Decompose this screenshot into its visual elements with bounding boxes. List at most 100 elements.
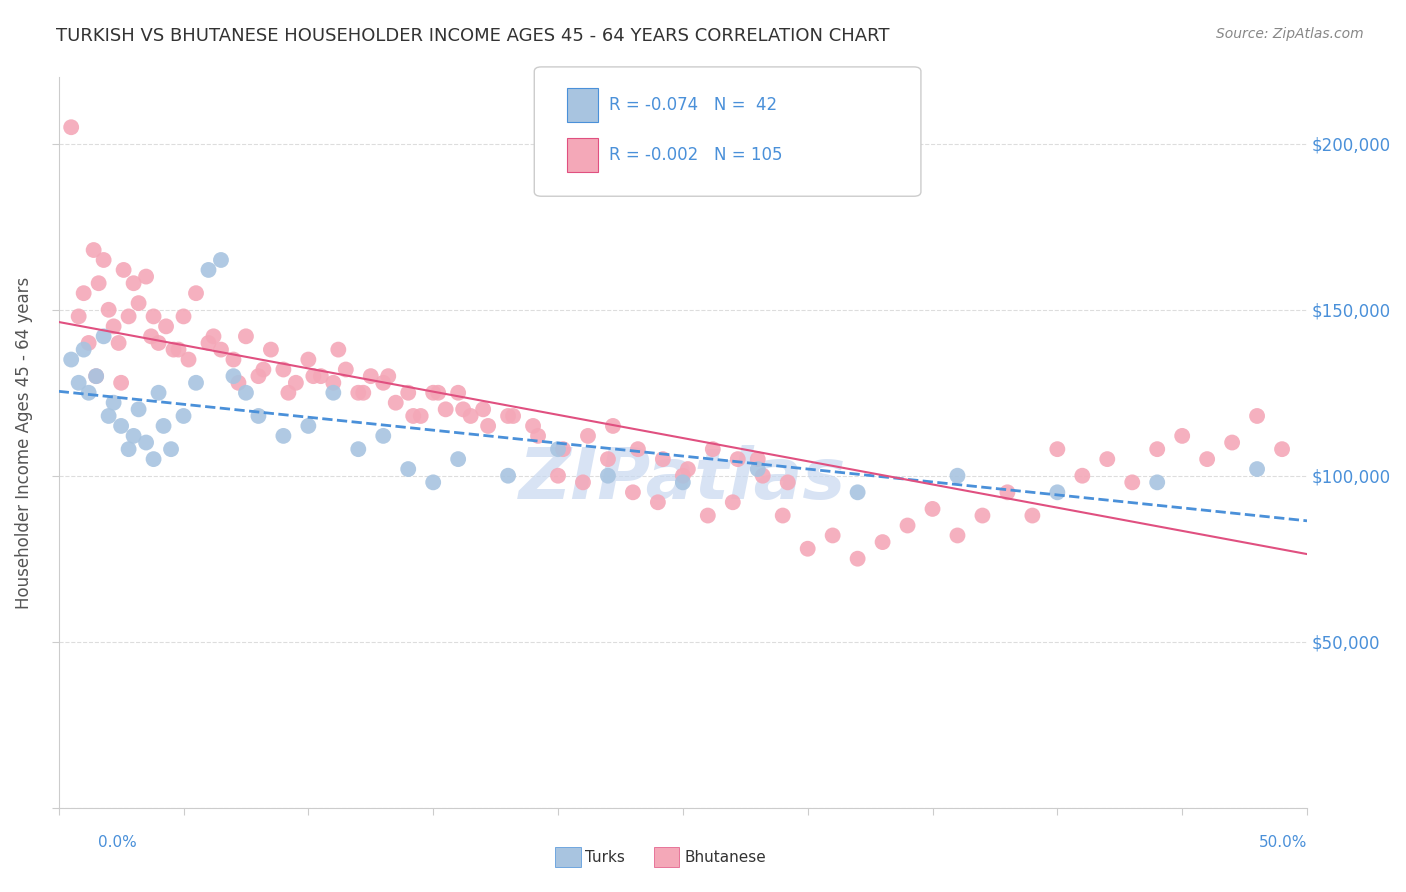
- Point: [247, 409, 270, 423]
- Point: [103, 395, 125, 409]
- Text: R = -0.002   N = 105: R = -0.002 N = 105: [609, 146, 782, 164]
- Point: [222, 352, 245, 367]
- Point: [167, 343, 190, 357]
- Point: [67, 376, 90, 390]
- Point: [173, 409, 195, 423]
- Text: R = -0.074   N =  42: R = -0.074 N = 42: [609, 96, 778, 114]
- Point: [946, 528, 969, 542]
- Point: [128, 296, 150, 310]
- Point: [434, 402, 457, 417]
- Point: [547, 468, 569, 483]
- Point: [122, 429, 145, 443]
- Point: [67, 310, 90, 324]
- Point: [846, 485, 869, 500]
- Point: [796, 541, 818, 556]
- Point: [93, 329, 115, 343]
- Point: [173, 310, 195, 324]
- Point: [97, 409, 120, 423]
- Point: [477, 419, 499, 434]
- Point: [228, 376, 250, 390]
- Point: [209, 252, 232, 267]
- Point: [135, 269, 157, 284]
- Point: [460, 409, 482, 423]
- Point: [1171, 429, 1194, 443]
- Point: [277, 385, 299, 400]
- Point: [103, 319, 125, 334]
- Point: [396, 385, 419, 400]
- Point: [377, 369, 399, 384]
- Point: [921, 502, 943, 516]
- Point: [117, 442, 139, 457]
- Point: [496, 409, 519, 423]
- Point: [1220, 435, 1243, 450]
- Point: [148, 335, 170, 350]
- Point: [447, 452, 470, 467]
- Point: [87, 277, 110, 291]
- Point: [747, 452, 769, 467]
- Point: [751, 468, 773, 483]
- Point: [551, 442, 574, 457]
- Point: [496, 468, 519, 483]
- Point: [972, 508, 994, 523]
- Point: [177, 352, 200, 367]
- Text: Source: ZipAtlas.com: Source: ZipAtlas.com: [1216, 27, 1364, 41]
- Point: [702, 442, 724, 457]
- Point: [197, 263, 219, 277]
- Point: [896, 518, 918, 533]
- Point: [821, 528, 844, 542]
- Point: [1146, 475, 1168, 490]
- Point: [409, 409, 432, 423]
- Point: [84, 369, 107, 384]
- Point: [1246, 409, 1268, 423]
- Point: [322, 376, 344, 390]
- Point: [112, 263, 135, 277]
- Point: [322, 385, 344, 400]
- Point: [672, 468, 695, 483]
- Text: Bhutanese: Bhutanese: [685, 850, 766, 864]
- Point: [110, 419, 132, 434]
- Text: ZIPatlas: ZIPatlas: [519, 444, 846, 514]
- Point: [696, 508, 718, 523]
- Point: [1271, 442, 1294, 457]
- Text: 50.0%: 50.0%: [1260, 836, 1308, 850]
- Point: [522, 419, 544, 434]
- Point: [373, 429, 395, 443]
- Text: Turks: Turks: [585, 850, 624, 864]
- Point: [139, 329, 162, 343]
- Point: [647, 495, 669, 509]
- Point: [472, 402, 495, 417]
- Point: [872, 535, 894, 549]
- Point: [252, 362, 274, 376]
- Point: [451, 402, 474, 417]
- Point: [184, 376, 207, 390]
- Point: [1046, 485, 1069, 500]
- Point: [402, 409, 425, 423]
- Point: [60, 120, 83, 135]
- Point: [197, 335, 219, 350]
- Point: [273, 362, 295, 376]
- Point: [273, 429, 295, 443]
- Point: [235, 385, 257, 400]
- Point: [142, 310, 165, 324]
- Point: [596, 452, 619, 467]
- Point: [148, 385, 170, 400]
- Point: [1021, 508, 1043, 523]
- Point: [602, 419, 624, 434]
- Point: [527, 429, 550, 443]
- Point: [846, 551, 869, 566]
- Point: [997, 485, 1019, 500]
- Point: [260, 343, 283, 357]
- Point: [117, 310, 139, 324]
- Point: [335, 362, 357, 376]
- Point: [107, 335, 129, 350]
- Point: [202, 329, 225, 343]
- Point: [1197, 452, 1219, 467]
- Point: [621, 485, 644, 500]
- Point: [422, 385, 444, 400]
- Point: [672, 475, 695, 490]
- Point: [572, 475, 595, 490]
- Point: [83, 243, 105, 257]
- Point: [302, 369, 325, 384]
- Point: [73, 343, 96, 357]
- Text: TURKISH VS BHUTANESE HOUSEHOLDER INCOME AGES 45 - 64 YEARS CORRELATION CHART: TURKISH VS BHUTANESE HOUSEHOLDER INCOME …: [56, 27, 890, 45]
